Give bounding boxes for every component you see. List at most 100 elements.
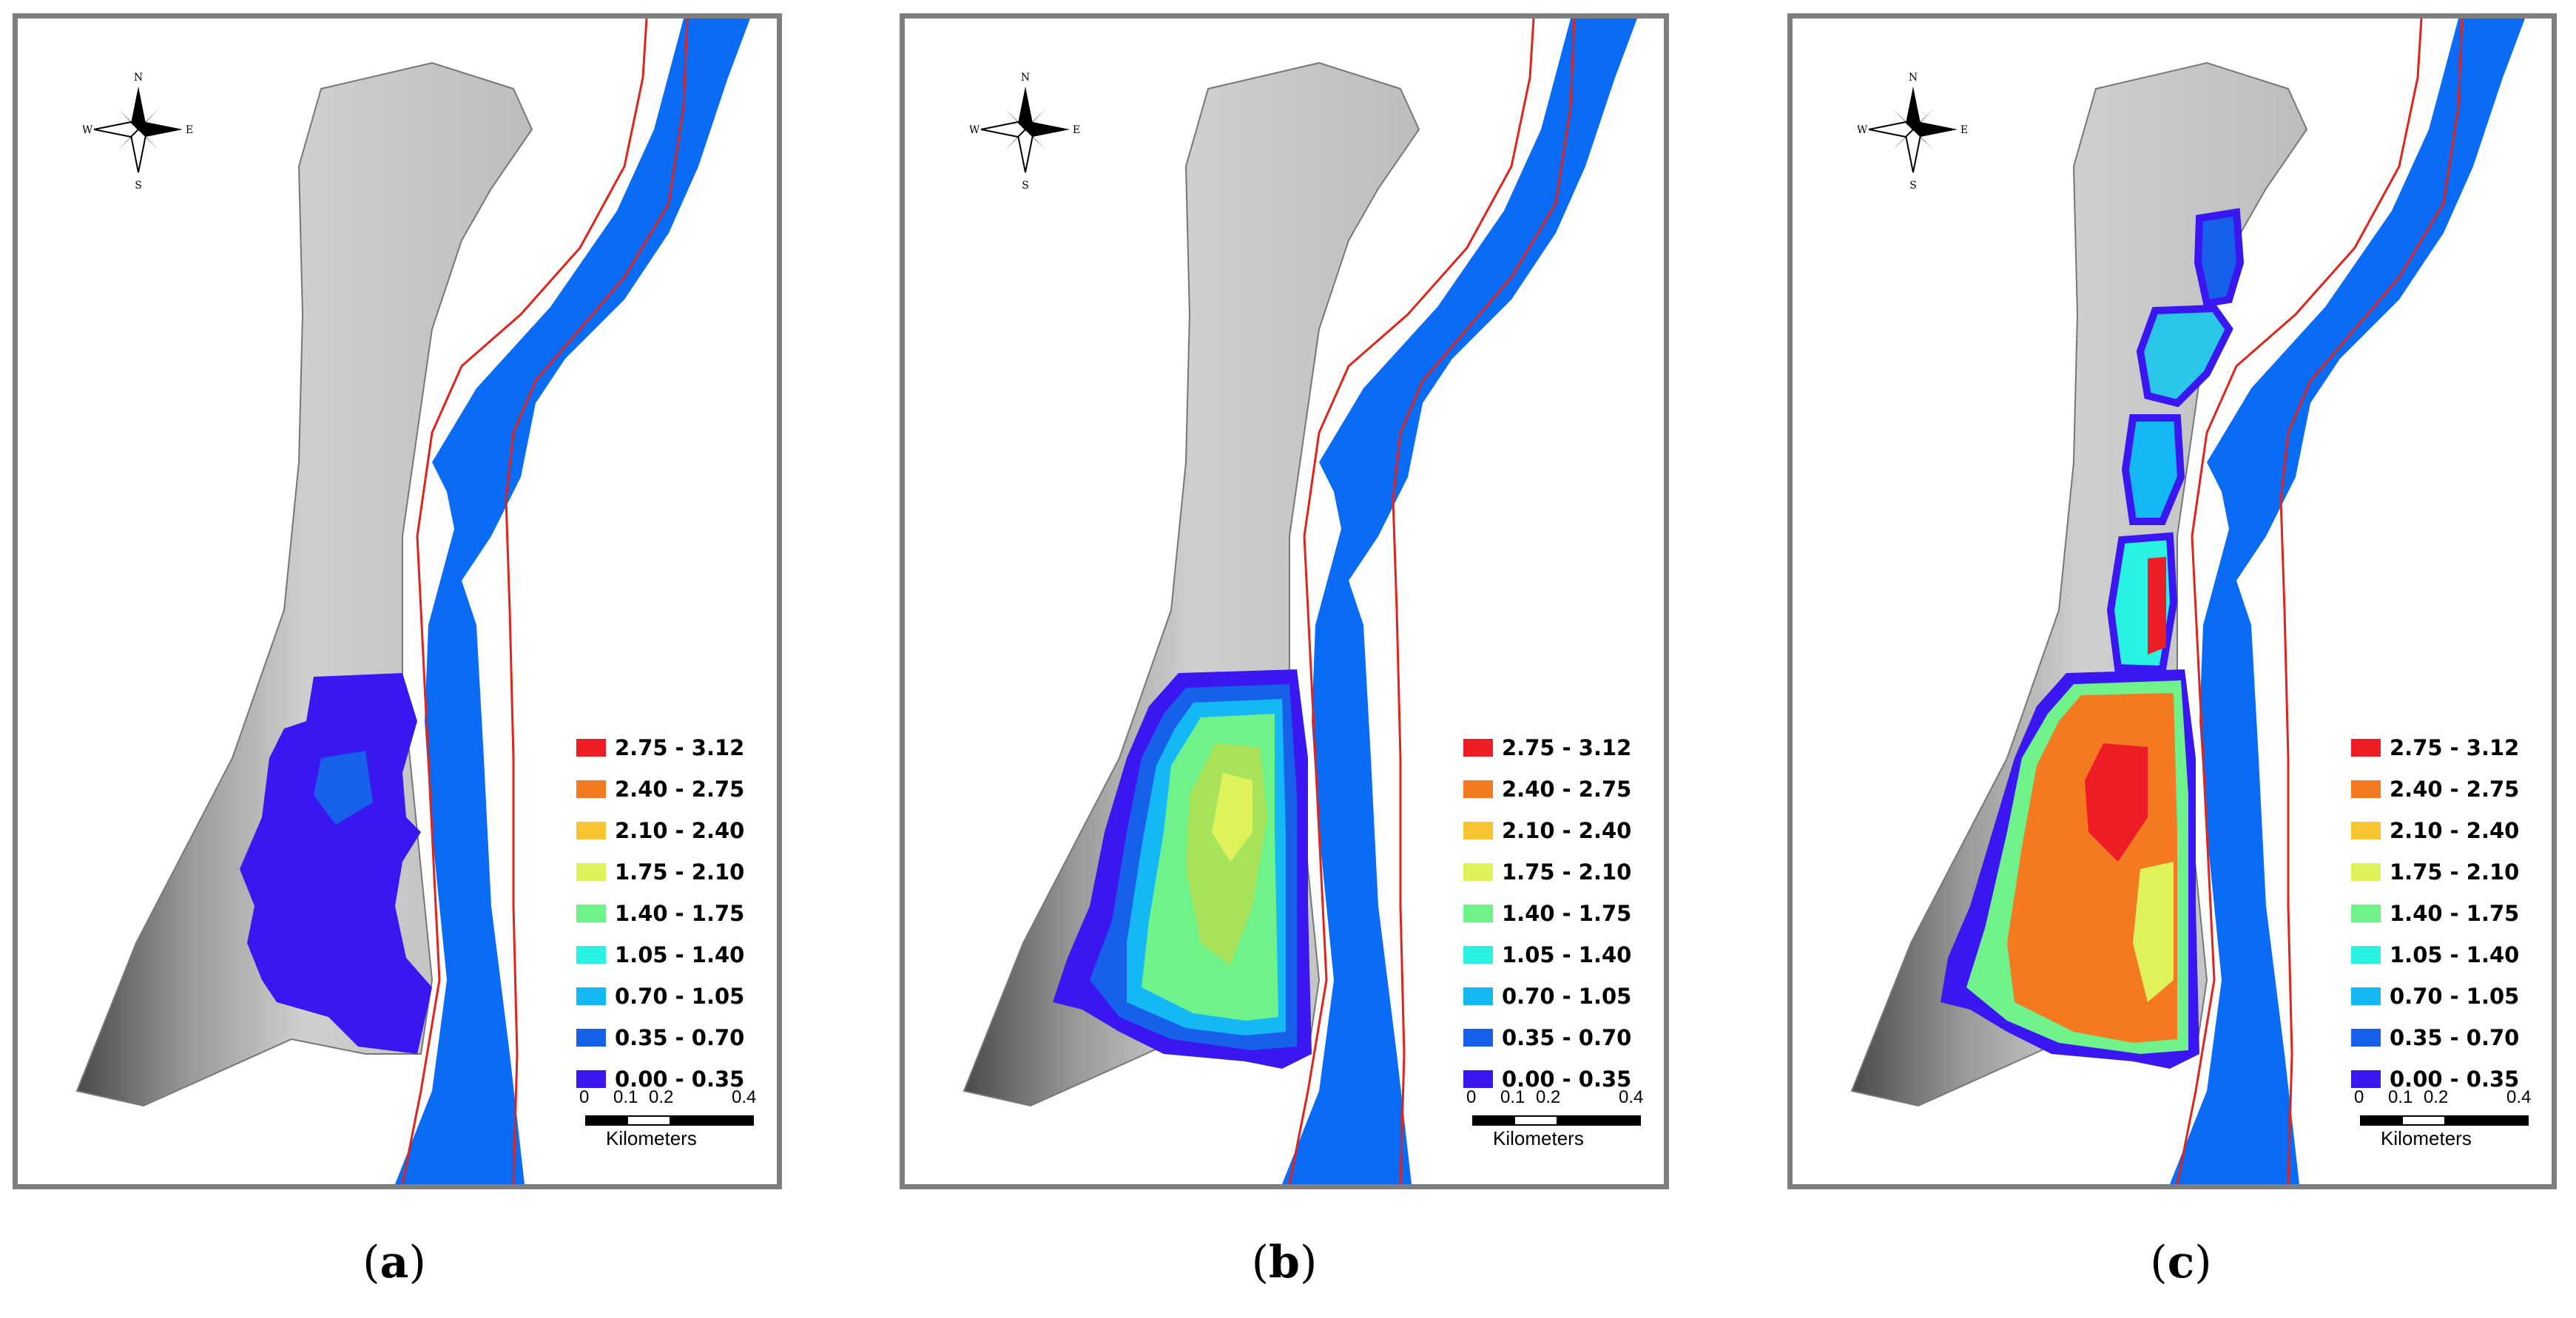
legend-swatch xyxy=(2351,863,2381,881)
scale-tick: 0.4 xyxy=(2506,1087,2532,1107)
river-channel xyxy=(395,18,750,1184)
legend-item: 2.75 - 3.12 xyxy=(1463,727,1656,768)
scale-tick: 0 xyxy=(579,1087,590,1107)
left-bank-line xyxy=(1288,18,1535,1184)
legend-item: 0.35 - 0.70 xyxy=(2351,1017,2543,1058)
legend: 2.75 - 3.12 2.40 - 2.75 2.10 - 2.40 1.75… xyxy=(576,727,769,1100)
legend-item: 1.05 - 1.40 xyxy=(576,934,769,976)
map-canvas-b xyxy=(962,18,1637,1184)
right-bank-line xyxy=(505,18,689,1184)
scale-tick: 0.2 xyxy=(2424,1087,2449,1107)
legend-item: 1.75 - 2.10 xyxy=(1463,851,1656,893)
terrain-shaded-relief xyxy=(75,61,533,1107)
legend-swatch xyxy=(1463,1070,1493,1088)
legend-label: 1.05 - 1.40 xyxy=(615,942,745,967)
legend-swatch xyxy=(2351,905,2381,922)
map-panel-a: N S W E 2.75 - 3.12 2.40 - 2.75 2.10 - 2… xyxy=(13,13,782,1189)
legend-swatch xyxy=(1463,1029,1493,1047)
map-canvas-c xyxy=(1850,18,2525,1184)
legend-item: 2.40 - 2.75 xyxy=(2351,768,2543,810)
legend-item: 1.40 - 1.75 xyxy=(2351,893,2543,934)
legend-item: 0.70 - 1.05 xyxy=(576,976,769,1017)
legend-label: 2.75 - 3.12 xyxy=(2390,735,2520,760)
scale-tick: 0.2 xyxy=(1536,1087,1561,1107)
legend-label: 1.75 - 2.10 xyxy=(1502,859,1632,885)
compass-label-s: S xyxy=(1022,180,1029,192)
legend-item: 1.40 - 1.75 xyxy=(576,893,769,934)
scale-tick: 0.4 xyxy=(1619,1087,1644,1107)
legend-item: 0.00 - 0.35 xyxy=(2351,1058,2543,1100)
legend-item: 1.05 - 1.40 xyxy=(2351,934,2543,976)
legend-label: 1.40 - 1.75 xyxy=(615,901,745,926)
compass-label-e: E xyxy=(1073,124,1080,136)
legend-label: 0.35 - 0.70 xyxy=(615,1025,745,1050)
river-channel xyxy=(1282,18,1637,1184)
legend-item: 1.75 - 2.10 xyxy=(576,851,769,893)
scale-tick: 0.1 xyxy=(613,1087,638,1107)
right-bank-line xyxy=(1392,18,1576,1184)
legend-label: 0.00 - 0.35 xyxy=(2390,1067,2520,1092)
north-arrow-compass: N S W E xyxy=(83,72,193,192)
legend-label: 0.70 - 1.05 xyxy=(615,984,745,1009)
scale-unit: Kilometers xyxy=(2381,1127,2472,1149)
compass-label-w: W xyxy=(83,124,93,136)
legend-label: 1.05 - 1.40 xyxy=(2390,942,2520,967)
legend-swatch xyxy=(1463,780,1493,798)
inundation-cell-3 xyxy=(2121,414,2185,525)
scale-unit: Kilometers xyxy=(606,1127,697,1149)
legend-swatch xyxy=(1463,905,1493,922)
scale-tick: 0 xyxy=(2354,1087,2364,1107)
legend-label: 2.10 - 2.40 xyxy=(615,818,745,843)
legend-swatch xyxy=(2351,946,2381,964)
legend-item: 1.75 - 2.10 xyxy=(2351,851,2543,893)
legend-item: 1.05 - 1.40 xyxy=(1463,934,1656,976)
legend-item: 1.40 - 1.75 xyxy=(1463,893,1656,934)
legend-item: 2.75 - 3.12 xyxy=(2351,727,2543,768)
compass-label-e: E xyxy=(186,124,193,136)
legend-item: 0.70 - 1.05 xyxy=(1463,976,1656,1017)
legend-label: 0.35 - 0.70 xyxy=(2390,1025,2520,1050)
legend-swatch xyxy=(2351,1029,2381,1047)
legend-label: 2.75 - 3.12 xyxy=(1502,735,1632,760)
map-canvas-a xyxy=(75,18,750,1184)
legend-swatch xyxy=(576,987,606,1005)
map-panel-c: N S W E 2.75 - 3.12 2.40 - 2.75 2.10 - 2… xyxy=(1787,13,2557,1189)
legend-label: 2.40 - 2.75 xyxy=(1502,777,1632,802)
legend-swatch xyxy=(576,822,606,839)
legend-swatch xyxy=(576,905,606,922)
legend-label: 1.75 - 2.10 xyxy=(2390,859,2520,885)
scale-tick: 0.4 xyxy=(732,1087,757,1107)
north-arrow-compass: N S W E xyxy=(970,72,1080,192)
panel-caption-b: (b) xyxy=(1251,1237,1318,1288)
panel-caption-c: (c) xyxy=(2150,1237,2212,1288)
legend-item: 2.10 - 2.40 xyxy=(2351,810,2543,851)
legend-item: 0.70 - 1.05 xyxy=(2351,976,2543,1017)
scale-unit: Kilometers xyxy=(1493,1127,1584,1149)
left-bank-line xyxy=(2176,18,2423,1184)
legend-item: 2.40 - 2.75 xyxy=(1463,768,1656,810)
legend-swatch xyxy=(576,863,606,881)
legend-label: 0.00 - 0.35 xyxy=(1502,1067,1632,1092)
scale-bar-graphic xyxy=(2360,1115,2529,1126)
legend-swatch xyxy=(576,946,606,964)
compass-label-w: W xyxy=(970,124,980,136)
legend-label: 0.35 - 0.70 xyxy=(1502,1025,1632,1050)
compass-label-e: E xyxy=(1960,124,1968,136)
compass-label-n: N xyxy=(134,72,143,84)
legend-swatch xyxy=(1463,863,1493,881)
legend-swatch xyxy=(1463,739,1493,757)
legend: 2.75 - 3.12 2.40 - 2.75 2.10 - 2.40 1.75… xyxy=(2351,727,2543,1100)
legend-swatch xyxy=(2351,780,2381,798)
legend-swatch xyxy=(576,739,606,757)
inundation-cell-1 xyxy=(2194,208,2245,308)
legend-label: 0.00 - 0.35 xyxy=(615,1067,745,1092)
legend-swatch xyxy=(2351,822,2381,839)
river-channel xyxy=(2170,18,2525,1184)
legend-swatch xyxy=(2351,739,2381,757)
legend-item: 0.00 - 0.35 xyxy=(1463,1058,1656,1100)
legend-label: 0.70 - 1.05 xyxy=(1502,984,1632,1009)
legend-item: 2.40 - 2.75 xyxy=(576,768,769,810)
map-panel-b: N S W E 2.75 - 3.12 2.40 - 2.75 2.10 - 2… xyxy=(900,13,1669,1189)
scale-bar-graphic xyxy=(585,1115,754,1126)
legend-item: 2.10 - 2.40 xyxy=(1463,810,1656,851)
